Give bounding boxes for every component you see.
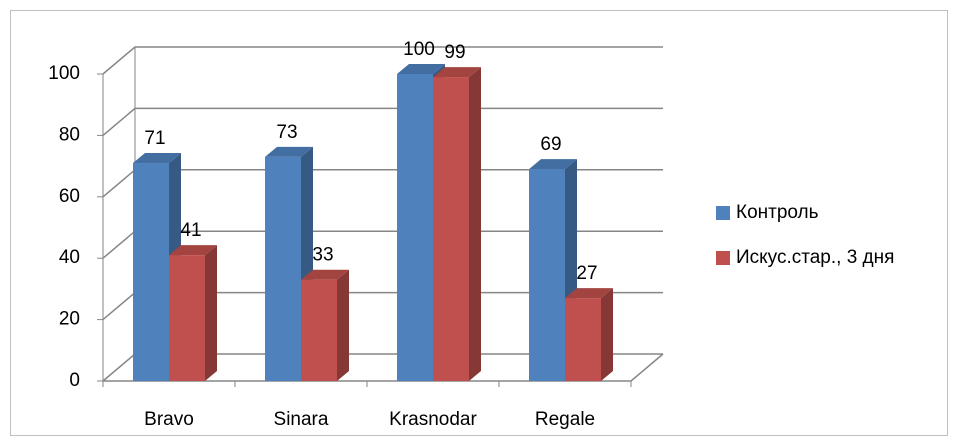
bar <box>529 169 565 381</box>
bar-side <box>469 67 481 381</box>
y-tick-label: 20 <box>59 309 80 330</box>
bar <box>265 156 301 381</box>
y-tick-label: 60 <box>59 186 80 207</box>
value-label: 69 <box>540 134 561 155</box>
value-label: 99 <box>444 42 465 63</box>
value-label: 27 <box>576 263 597 284</box>
x-tick-label: Sinara <box>274 409 329 430</box>
value-label: 71 <box>144 128 165 149</box>
bar-side <box>205 245 217 381</box>
bar <box>301 279 337 381</box>
bar-top <box>433 67 481 78</box>
bar-side <box>601 288 613 381</box>
bar-side <box>337 269 349 381</box>
y-tick-label: 40 <box>59 247 80 268</box>
grid-line <box>102 46 663 75</box>
bar-top <box>133 153 181 164</box>
bar-top <box>397 64 445 74</box>
bar-top <box>265 146 313 157</box>
legend-label: Контроль <box>736 202 819 223</box>
value-label: 41 <box>180 220 201 241</box>
bar-top <box>529 159 577 170</box>
bar <box>433 77 469 381</box>
value-label: 100 <box>403 39 435 60</box>
x-tick-label: Regale <box>535 409 595 430</box>
bar-top <box>565 288 613 299</box>
y-tick-label: 80 <box>59 124 80 145</box>
legend-swatch <box>716 206 730 220</box>
value-label: 33 <box>312 245 333 266</box>
bar-top <box>169 245 217 256</box>
x-tick-label: Bravo <box>144 409 194 430</box>
value-label: 73 <box>276 122 297 143</box>
x-tick-label: Krasnodar <box>389 409 477 430</box>
y-tick-label: 100 <box>48 63 80 84</box>
grid-line <box>102 107 663 136</box>
legend-swatch <box>716 251 730 265</box>
bar-top <box>301 269 349 280</box>
bar <box>169 255 205 381</box>
bar <box>565 298 601 381</box>
bar <box>133 163 169 381</box>
bar <box>397 74 433 381</box>
legend-label: Искус.стар., 3 дня <box>736 247 894 268</box>
y-tick-label: 0 <box>69 370 80 391</box>
